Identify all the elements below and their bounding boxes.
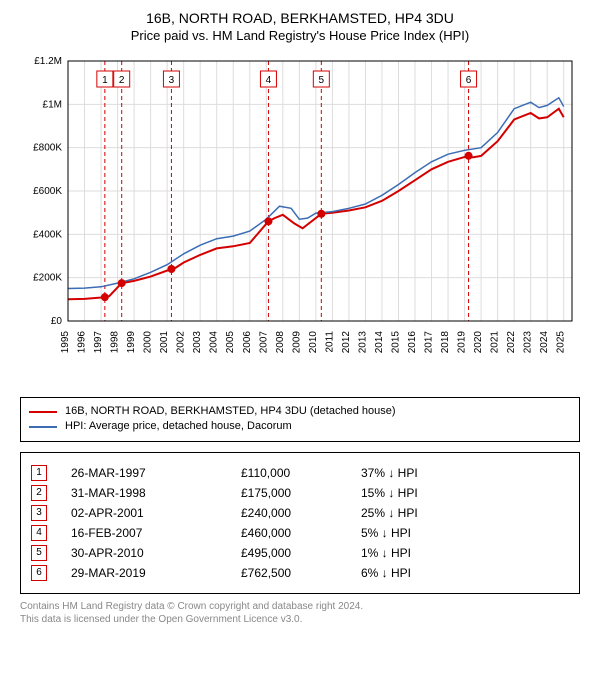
chart-subtitle: Price paid vs. HM Land Registry's House … xyxy=(10,28,590,43)
svg-text:2: 2 xyxy=(119,75,125,86)
svg-text:2004: 2004 xyxy=(209,331,220,354)
table-row: 3 02-APR-2001£240,00025% ↓ HPI xyxy=(31,505,569,521)
tx-price: £240,000 xyxy=(241,506,361,520)
price-chart: £0 £200K £400K £600K £800K £1M £1.2M 1995 1996 19… xyxy=(20,51,580,391)
legend-label: 16B, NORTH ROAD, BERKHAMSTED, HP4 3DU (d… xyxy=(65,404,396,419)
svg-text:6: 6 xyxy=(466,75,472,86)
tx-date: 31-MAR-1998 xyxy=(71,486,241,500)
tx-date: 29-MAR-2019 xyxy=(71,566,241,580)
svg-text:£1.2M: £1.2M xyxy=(34,56,62,67)
svg-text:2021: 2021 xyxy=(490,331,501,354)
tx-price: £110,000 xyxy=(241,466,361,480)
svg-text:5: 5 xyxy=(319,75,325,86)
tx-delta: 25% ↓ HPI xyxy=(361,506,418,520)
table-row: 1 26-MAR-1997£110,00037% ↓ HPI xyxy=(31,465,569,481)
tx-index: 6 xyxy=(31,565,47,581)
tx-delta: 1% ↓ HPI xyxy=(361,546,411,560)
transaction-table: 1 26-MAR-1997£110,00037% ↓ HPI 2 31-MAR-199… xyxy=(20,452,580,594)
tx-date: 30-APR-2010 xyxy=(71,546,241,560)
svg-text:2015: 2015 xyxy=(390,331,401,354)
svg-text:2003: 2003 xyxy=(192,331,203,354)
svg-text:1: 1 xyxy=(102,75,108,86)
table-row: 2 31-MAR-1998£175,00015% ↓ HPI xyxy=(31,485,569,501)
svg-text:2019: 2019 xyxy=(457,331,468,354)
svg-text:2005: 2005 xyxy=(225,331,236,354)
svg-text:2012: 2012 xyxy=(341,331,352,354)
tx-delta: 15% ↓ HPI xyxy=(361,486,418,500)
tx-date: 02-APR-2001 xyxy=(71,506,241,520)
svg-text:1995: 1995 xyxy=(60,331,71,354)
svg-text:2018: 2018 xyxy=(440,331,451,354)
svg-text:2007: 2007 xyxy=(258,331,269,354)
svg-text:4: 4 xyxy=(266,75,272,86)
svg-text:2013: 2013 xyxy=(357,331,368,354)
svg-text:2024: 2024 xyxy=(539,331,550,354)
tx-index: 3 xyxy=(31,505,47,521)
tx-index: 1 xyxy=(31,465,47,481)
svg-text:1998: 1998 xyxy=(110,331,121,354)
chart-title-block: 16B, NORTH ROAD, BERKHAMSTED, HP4 3DU Pr… xyxy=(10,10,590,43)
svg-text:2000: 2000 xyxy=(143,331,154,354)
svg-text:2022: 2022 xyxy=(506,331,517,354)
svg-text:2016: 2016 xyxy=(407,331,418,354)
tx-index: 2 xyxy=(31,485,47,501)
svg-text:1997: 1997 xyxy=(93,331,104,354)
legend-label: HPI: Average price, detached house, Daco… xyxy=(65,419,292,434)
legend-item: 16B, NORTH ROAD, BERKHAMSTED, HP4 3DU (d… xyxy=(29,404,571,419)
chart-title: 16B, NORTH ROAD, BERKHAMSTED, HP4 3DU xyxy=(10,10,590,26)
svg-text:2014: 2014 xyxy=(374,331,385,354)
legend: 16B, NORTH ROAD, BERKHAMSTED, HP4 3DU (d… xyxy=(20,397,580,442)
svg-text:£400K: £400K xyxy=(33,229,62,240)
tx-price: £762,500 xyxy=(241,566,361,580)
tx-delta: 5% ↓ HPI xyxy=(361,526,411,540)
table-row: 4 16-FEB-2007£460,0005% ↓ HPI xyxy=(31,525,569,541)
tx-index: 5 xyxy=(31,545,47,561)
svg-text:2023: 2023 xyxy=(523,331,534,354)
tx-delta: 37% ↓ HPI xyxy=(361,466,418,480)
svg-text:£200K: £200K xyxy=(33,273,62,284)
legend-swatch xyxy=(29,411,57,413)
svg-text:1999: 1999 xyxy=(126,331,137,354)
tx-price: £460,000 xyxy=(241,526,361,540)
svg-text:2020: 2020 xyxy=(473,331,484,354)
tx-date: 26-MAR-1997 xyxy=(71,466,241,480)
footer-attribution: Contains HM Land Registry data © Crown c… xyxy=(20,600,580,626)
svg-text:1996: 1996 xyxy=(77,331,88,354)
svg-text:£800K: £800K xyxy=(33,143,62,154)
svg-text:2008: 2008 xyxy=(275,331,286,354)
chart-area: £0 £200K £400K £600K £800K £1M £1.2M 1995 1996 19… xyxy=(20,51,580,391)
svg-text:2011: 2011 xyxy=(324,331,335,353)
svg-text:£600K: £600K xyxy=(33,186,62,197)
svg-text:2001: 2001 xyxy=(159,331,170,354)
footer-line-2: This data is licensed under the Open Gov… xyxy=(20,613,580,626)
svg-text:2002: 2002 xyxy=(176,331,187,354)
svg-text:3: 3 xyxy=(169,75,175,86)
legend-swatch xyxy=(29,426,57,428)
svg-text:2025: 2025 xyxy=(556,331,567,354)
tx-price: £495,000 xyxy=(241,546,361,560)
svg-text:2010: 2010 xyxy=(308,331,319,354)
tx-delta: 6% ↓ HPI xyxy=(361,566,411,580)
footer-line-1: Contains HM Land Registry data © Crown c… xyxy=(20,600,580,613)
table-row: 6 29-MAR-2019£762,5006% ↓ HPI xyxy=(31,565,569,581)
tx-date: 16-FEB-2007 xyxy=(71,526,241,540)
table-row: 5 30-APR-2010£495,0001% ↓ HPI xyxy=(31,545,569,561)
legend-item: HPI: Average price, detached house, Daco… xyxy=(29,419,571,434)
svg-text:£1M: £1M xyxy=(43,99,62,110)
tx-price: £175,000 xyxy=(241,486,361,500)
svg-text:2006: 2006 xyxy=(242,331,253,354)
tx-index: 4 xyxy=(31,525,47,541)
svg-text:2009: 2009 xyxy=(291,331,302,354)
svg-text:2017: 2017 xyxy=(424,331,435,354)
svg-text:£0: £0 xyxy=(51,316,63,327)
